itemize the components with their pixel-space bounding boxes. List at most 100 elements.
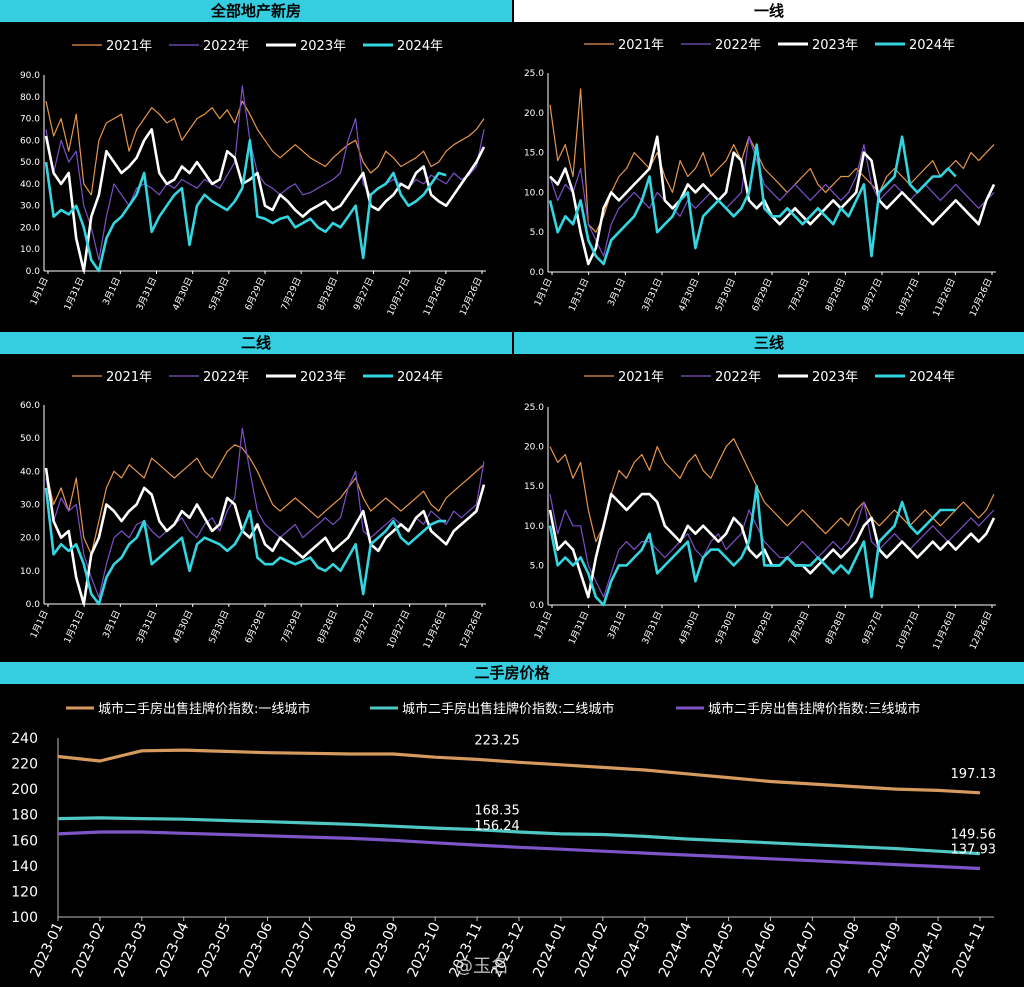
legend-label: 2023年 [300, 39, 346, 54]
x-tick-label: 6月29日 [243, 609, 268, 646]
x-tick-label: 2023-02 [69, 920, 108, 980]
chart-panel-all: 全部地产新房 2021年 2022年 2023年 2024年 0.0 10.0 20.0 30… [0, 0, 512, 329]
series-line-y2024 [548, 135, 957, 266]
x-tick-label: 7月29日 [279, 276, 304, 313]
y-tick-label: 25.0 [524, 403, 544, 413]
series-line-y2023 [549, 135, 996, 266]
chart-svg-secondhand: 城市二手房出售挂牌价指数:一线城市 城市二手房出售挂牌价指数:二线城市 城市二手房出… [11, 701, 997, 980]
legend-label: 2021年 [618, 38, 664, 53]
x-tick-label: 3月31日 [640, 277, 665, 314]
legend-label: 2022年 [715, 370, 761, 385]
data-label: 197.13 [951, 767, 997, 782]
x-tick-label: 2024-04 [656, 920, 695, 980]
series-line-y2022 [45, 427, 485, 598]
x-tick-label: 10月27日 [894, 277, 921, 319]
chart-title-tier3: 三线 [514, 332, 1024, 354]
y-tick-label: 90.0 [20, 71, 40, 81]
x-tick-label: 2024-08 [824, 920, 863, 980]
y-tick-label: 60.0 [20, 401, 40, 411]
series-line-tier2 [57, 816, 981, 856]
y-tick-label: 50.0 [20, 434, 40, 444]
series-line-y2024 [44, 139, 447, 273]
chart-svg-all: 2021年 2022年 2023年 2024年 0.0 10.0 20.0 30.0 40.0 5… [20, 39, 486, 318]
series-line-y2023 [44, 467, 486, 606]
x-tick-label: 9月27日 [860, 610, 885, 647]
y-tick-label: 80.0 [20, 93, 40, 103]
legend-label: 2023年 [300, 370, 346, 385]
x-tick-label: 4月30日 [171, 276, 196, 313]
x-tick-label: 12月26日 [457, 609, 484, 651]
legend-label: 2021年 [618, 370, 664, 385]
y-tick-label: 0.0 [26, 267, 41, 277]
data-label: 156.24 [474, 819, 520, 834]
y-tick-label: 40.0 [20, 180, 40, 190]
y-tick-label: 60.0 [20, 136, 40, 146]
x-tick-label: 3月1日 [101, 609, 123, 640]
y-tick-label: 50.0 [20, 158, 40, 168]
x-tick-label: 5月30日 [713, 277, 738, 314]
y-tick-label: 0.0 [26, 600, 41, 610]
x-tick-label: 12月26日 [967, 277, 994, 319]
x-tick-label: 2024-11 [949, 920, 988, 980]
y-tick-label: 0.0 [530, 268, 545, 278]
x-tick-label: 10月27日 [385, 609, 412, 651]
y-tick-label: 40.0 [20, 467, 40, 477]
y-tick-label: 20.0 [20, 223, 40, 233]
x-tick-label: 1月1日 [28, 276, 50, 307]
x-tick-label: 10月27日 [385, 276, 412, 318]
x-tick-label: 2023-03 [111, 920, 150, 980]
y-tick-label: 20.0 [524, 443, 544, 453]
x-tick-label: 4月30日 [171, 609, 196, 646]
data-label: 223.25 [474, 733, 520, 748]
y-tick-label: 70.0 [20, 115, 40, 125]
x-tick-label: 2023-06 [237, 920, 276, 980]
y-tick-label: 120 [11, 884, 38, 900]
x-tick-label: 1月31日 [567, 277, 592, 314]
legend-label: 2022年 [715, 38, 761, 53]
x-tick-label: 2024-03 [614, 920, 653, 980]
series-line-y2021 [45, 100, 485, 196]
y-tick-label: 15.0 [524, 482, 544, 492]
chart-title-tier1: 一线 [514, 0, 1024, 22]
x-tick-label: 2024-05 [698, 920, 737, 980]
x-tick-label: 1月31日 [62, 609, 87, 646]
x-tick-label: 2024-02 [572, 920, 611, 980]
x-tick-label: 2023-01 [27, 920, 66, 980]
legend-label: 2021年 [106, 39, 152, 54]
x-tick-label: 2023-07 [279, 920, 318, 980]
x-tick-label: 3月1日 [101, 276, 123, 307]
legend-label: 城市二手房出售挂牌价指数:三线城市 [708, 701, 920, 717]
x-tick-label: 3月31日 [134, 276, 159, 313]
x-tick-label: 11月26日 [931, 610, 958, 652]
series-line-y2021 [549, 438, 995, 543]
x-tick-label: 3月31日 [640, 610, 665, 647]
x-tick-label: 3月1日 [606, 277, 628, 308]
x-tick-label: 12月26日 [967, 610, 994, 652]
y-tick-label: 200 [11, 782, 38, 798]
x-tick-label: 6月29日 [750, 610, 775, 647]
x-tick-label: 7月29日 [279, 609, 304, 646]
x-tick-label: 2024-09 [866, 920, 905, 980]
y-tick-label: 140 [11, 859, 38, 875]
series-line-y2022 [549, 493, 995, 598]
x-tick-label: 5月30日 [713, 610, 738, 647]
x-tick-label: 2024-06 [740, 920, 779, 980]
chart-svg-tier1: 2021年 2022年 2023年 2024年 0.0 5.0 10.0 15.0 20.0 25… [524, 38, 996, 319]
chart-svg-tier3: 2021年 2022年 2023年 2024年 0.0 5.0 10.0 15.0 20.0 25… [524, 370, 996, 652]
chart-panel-tier2: 二线 2021年 2022年 2023年 2024年 0.0 10.0 20.0 30.0 40… [0, 332, 512, 658]
x-tick-label: 1月1日 [532, 277, 554, 308]
data-label: 137.93 [951, 843, 997, 858]
series-line-y2024 [548, 484, 956, 607]
series-line-y2023 [44, 128, 486, 273]
chart-panel-tier3: 三线 2021年 2022年 2023年 2024年 0.0 5.0 10.0 15.0 20.… [514, 332, 1024, 658]
x-tick-label: 1月1日 [28, 609, 50, 640]
x-tick-label: 6月29日 [243, 276, 268, 313]
x-tick-label: 11月26日 [931, 277, 958, 319]
y-tick-label: 20.0 [524, 109, 544, 119]
x-tick-label: 2023-10 [405, 920, 444, 980]
legend-label: 2024年 [397, 370, 443, 385]
x-tick-label: 2024-07 [782, 920, 821, 980]
y-tick-label: 100 [11, 910, 38, 926]
legend-label: 2021年 [106, 370, 152, 385]
legend-label: 城市二手房出售挂牌价指数:一线城市 [98, 701, 310, 717]
